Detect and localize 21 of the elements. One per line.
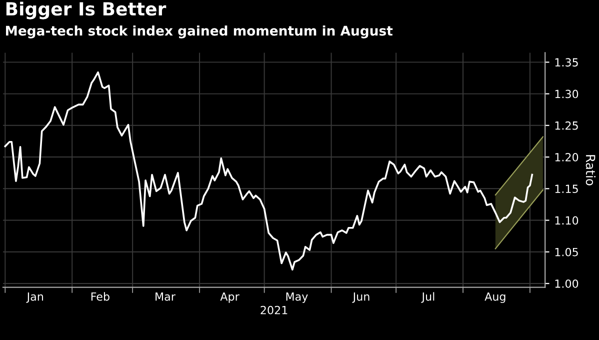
x-tick-label: Jan bbox=[26, 292, 44, 303]
y-tick-label: 1.05 bbox=[555, 248, 578, 256]
y-tick-label: 1.00 bbox=[555, 279, 578, 288]
x-tick-label: Jul bbox=[421, 292, 434, 303]
x-tick-label: Jun bbox=[352, 292, 370, 303]
x-tick-label: May bbox=[286, 292, 308, 303]
y-tick-label: 1.15 bbox=[555, 184, 578, 194]
y-tick-label: 1.35 bbox=[555, 58, 578, 67]
y-tick-label: 1.25 bbox=[555, 121, 578, 130]
chart-subtitle: Mega-tech stock index gained momentum in August bbox=[6, 26, 393, 38]
x-axis-title: 2021 bbox=[260, 306, 288, 314]
x-tick-label: Mar bbox=[156, 292, 176, 301]
x-tick-label: Feb bbox=[91, 292, 110, 301]
chart-title: Bigger Is Better bbox=[6, 2, 166, 20]
y-axis-title: Ratio bbox=[586, 155, 596, 186]
line-series bbox=[4, 71, 534, 270]
y-tick-label: 1.20 bbox=[555, 153, 578, 162]
x-tick-label: Aug bbox=[484, 292, 506, 303]
y-tick-label: 1.30 bbox=[555, 90, 578, 98]
y-tick-label: 1.10 bbox=[555, 216, 578, 225]
x-tick-label: Apr bbox=[220, 292, 240, 303]
